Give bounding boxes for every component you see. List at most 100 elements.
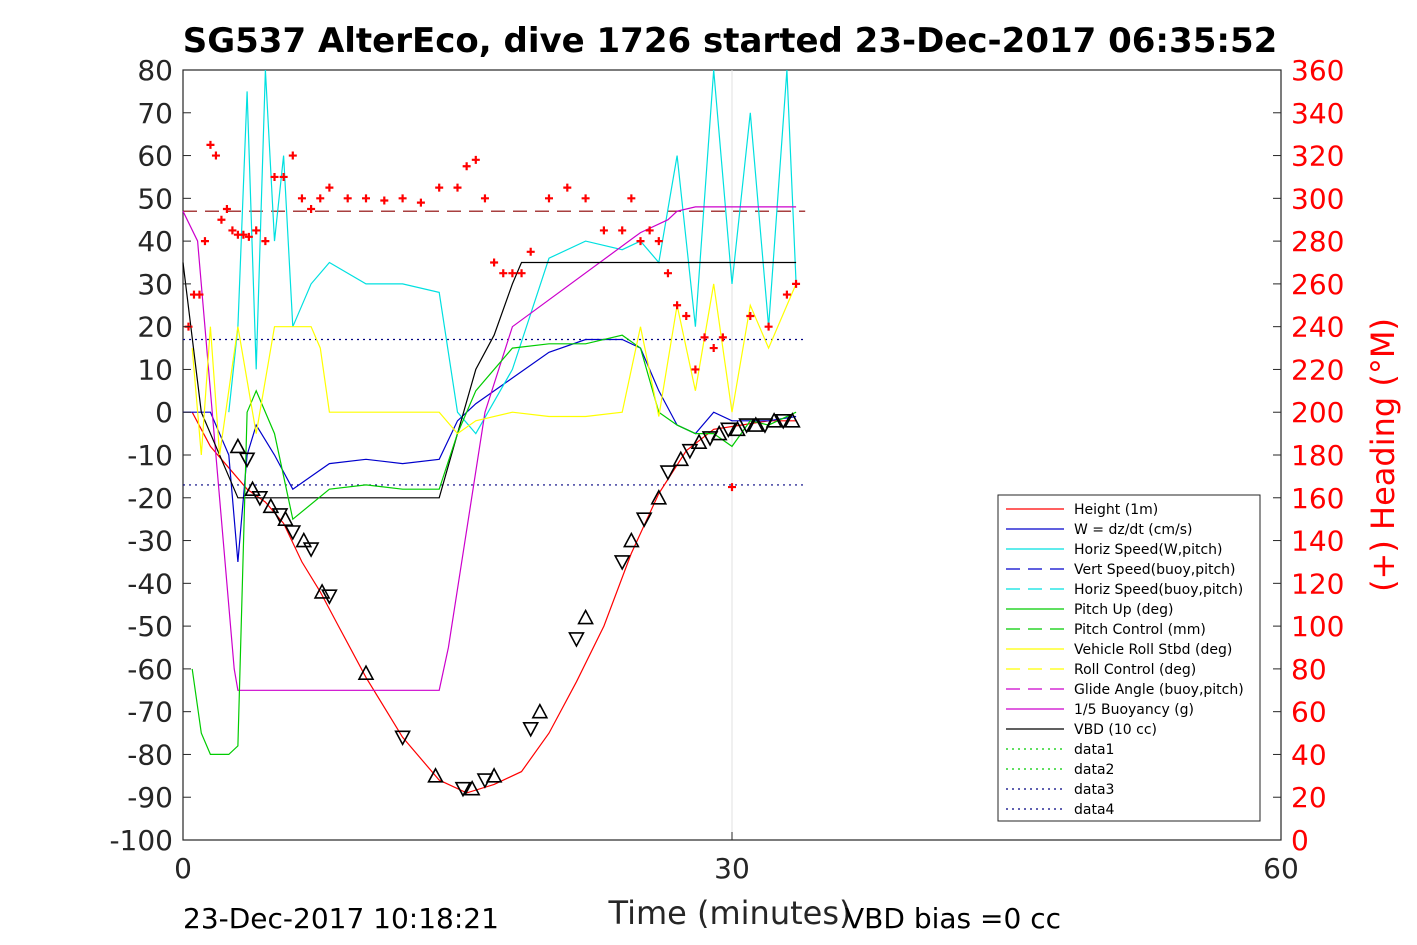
depth-marker: [357, 664, 375, 680]
y-tick-label: -100: [109, 824, 173, 857]
heading-point: [499, 269, 508, 278]
heading-point: [325, 183, 334, 192]
right-tick-label: 80: [1291, 653, 1327, 686]
heading-point: [627, 194, 636, 203]
x-tick-label: 60: [1263, 852, 1299, 885]
heading-point: [792, 279, 801, 288]
chart-title: SG537 AlterEco, dive 1726 started 23-Dec…: [183, 21, 1278, 61]
legend-label: data4: [1074, 802, 1115, 818]
heading-point: [279, 172, 288, 181]
depth-marker: [613, 555, 631, 571]
depth-marker: [747, 416, 765, 432]
depth-marker: [577, 608, 594, 625]
heading-point: [380, 196, 389, 205]
series-line-4: [182, 261, 797, 499]
heading-point: [297, 194, 306, 203]
depth-marker: [738, 418, 755, 434]
axes-layer: 80706050403020100-10-20-30-40-50-60-70-8…: [109, 54, 1344, 885]
legend-label: VBD (10 cc): [1074, 722, 1157, 738]
heading-point: [673, 301, 682, 310]
heading-point: [728, 483, 736, 492]
y-tick-label: -40: [127, 567, 173, 600]
heading-point: [545, 194, 553, 203]
depth-marker: [295, 531, 313, 548]
legend-label: Horiz Speed(buoy,pitch): [1074, 582, 1243, 598]
depth-marker: [302, 542, 320, 558]
heading-point: [239, 230, 248, 239]
depth-marker: [710, 424, 728, 441]
heading-point: [200, 237, 209, 246]
depth-marker: [774, 413, 792, 430]
depth-marker: [635, 512, 653, 528]
heading-point: [343, 194, 352, 203]
y-tick-label: 40: [137, 225, 173, 258]
heading-point: [654, 237, 663, 246]
y-tick-label: 80: [137, 54, 173, 87]
heading-point: [599, 226, 608, 235]
depth-marker: [659, 465, 677, 481]
heading-point: [718, 333, 727, 342]
depth-marker: [690, 433, 708, 449]
right-tick-label: 120: [1291, 567, 1344, 600]
heading-point: [217, 215, 226, 224]
y-tick-label: 70: [137, 97, 173, 130]
legend-label: data1: [1074, 742, 1114, 758]
legend-label: Vert Speed(buoy,pitch): [1074, 562, 1236, 578]
right-tick-label: 280: [1291, 225, 1344, 258]
heading-point: [288, 151, 297, 160]
y-tick-label: -50: [127, 610, 173, 643]
heading-point: [435, 183, 444, 192]
depth-marker: [251, 490, 269, 507]
heading-point: [691, 365, 700, 374]
right-tick-label: 240: [1291, 311, 1344, 344]
depth-marker: [277, 510, 294, 526]
heading-point: [453, 183, 462, 192]
legend-label: Pitch Up (deg): [1074, 602, 1173, 618]
heading-point: [462, 162, 471, 171]
x-axis-label: Time (minutes): [608, 894, 852, 932]
heading-point: [471, 155, 480, 164]
series-line-3: [182, 206, 797, 691]
depth-marker: [485, 767, 503, 783]
legend-label: data3: [1074, 782, 1114, 798]
depth-marker: [650, 489, 668, 505]
heading-point: [746, 311, 755, 320]
y-tick-label: 60: [137, 140, 173, 173]
right-tick-label: 100: [1291, 610, 1344, 643]
heading-point: [782, 290, 791, 299]
heading-point: [563, 183, 572, 192]
depth-marker: [765, 412, 783, 428]
depth-marker: [463, 779, 481, 796]
right-tick-label: 40: [1291, 738, 1327, 771]
depth-marker: [284, 525, 302, 541]
legend-label: Pitch Control (mm): [1074, 622, 1206, 638]
y-tick-label: -80: [127, 738, 173, 771]
depth-marker: [623, 531, 640, 548]
y-tick-label: -60: [127, 653, 173, 686]
right-tick-label: 220: [1291, 353, 1344, 386]
depth-marker: [313, 583, 331, 599]
y-tick-label: -90: [127, 781, 173, 814]
heading-point: [362, 194, 370, 203]
depth-marker: [784, 412, 801, 428]
x-tick-label: 30: [714, 852, 750, 885]
heading-point: [517, 269, 526, 278]
series-line-2: [228, 69, 797, 435]
heading-point: [206, 140, 215, 149]
heading-point: [636, 237, 645, 246]
right-tick-label: 160: [1291, 482, 1344, 515]
heading-point: [682, 311, 691, 320]
right-tick-label: 360: [1291, 54, 1344, 87]
heading-point: [709, 344, 718, 353]
right-tick-label: 260: [1291, 268, 1344, 301]
right-tick-label: 60: [1291, 696, 1327, 729]
y-tick-label: 20: [137, 311, 173, 344]
depth-marker: [244, 480, 261, 497]
heading-point: [700, 333, 709, 342]
heading-point: [228, 226, 237, 235]
depth-marker: [720, 422, 737, 439]
depth-marker: [681, 443, 699, 460]
legend-label: Height (1m): [1074, 502, 1158, 518]
right-tick-label: 20: [1291, 781, 1327, 814]
heading-point: [316, 194, 325, 203]
